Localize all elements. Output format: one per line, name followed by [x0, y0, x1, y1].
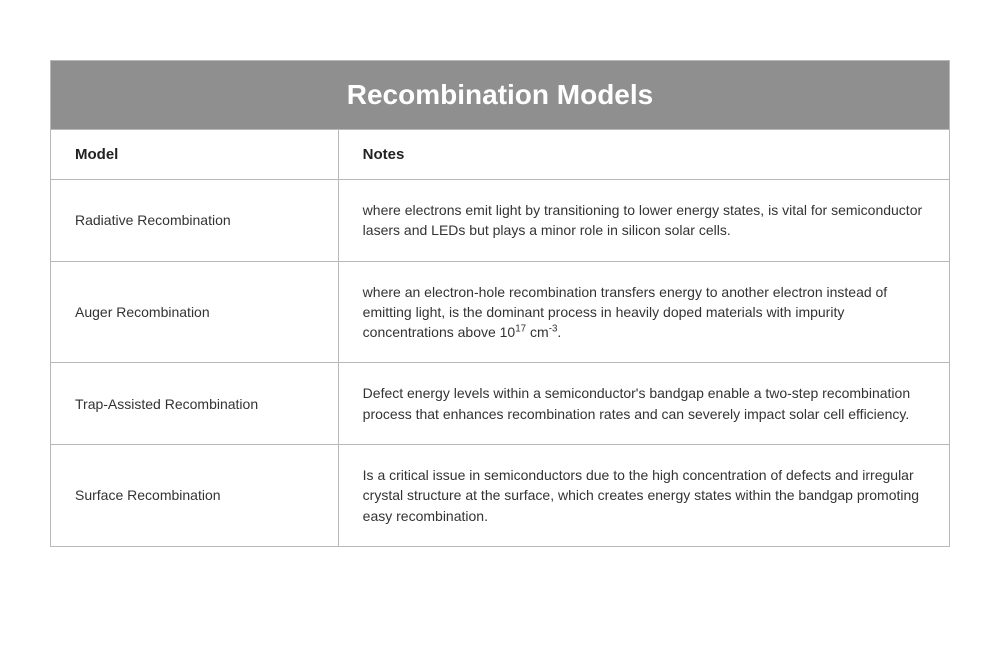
table-header-row: Model Notes: [51, 130, 950, 180]
cell-notes: where an electron-hole recombination tra…: [338, 261, 949, 363]
cell-model: Radiative Recombination: [51, 180, 339, 262]
cell-notes: Defect energy levels within a semiconduc…: [338, 363, 949, 445]
recombination-models-table: Recombination Models Model Notes Radiati…: [50, 60, 950, 547]
cell-notes: Is a critical issue in semiconductors du…: [338, 445, 949, 547]
table-row: Radiative Recombination where electrons …: [51, 180, 950, 262]
cell-model: Trap-Assisted Recombination: [51, 363, 339, 445]
cell-model: Surface Recombination: [51, 445, 339, 547]
cell-model: Auger Recombination: [51, 261, 339, 363]
column-header-notes: Notes: [338, 130, 949, 180]
table-title: Recombination Models: [51, 61, 950, 130]
cell-notes: where electrons emit light by transition…: [338, 180, 949, 262]
table-row: Auger Recombination where an electron-ho…: [51, 261, 950, 363]
column-header-model: Model: [51, 130, 339, 180]
table-row: Surface Recombination Is a critical issu…: [51, 445, 950, 547]
table-row: Trap-Assisted Recombination Defect energ…: [51, 363, 950, 445]
